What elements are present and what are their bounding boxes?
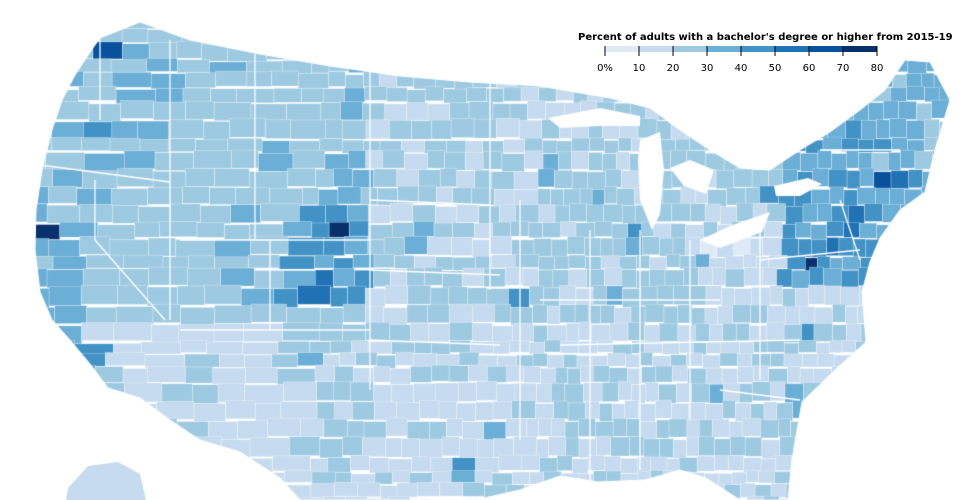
legend-swatch <box>707 46 741 52</box>
legend-tick-label: 70 <box>837 63 850 74</box>
legend-swatch <box>775 46 809 52</box>
legend-swatch <box>605 46 639 52</box>
legend-swatch <box>673 46 707 52</box>
legend-tick-label: 30 <box>701 63 714 74</box>
legend-swatch <box>639 46 673 52</box>
legend-tick-label: 20 <box>667 63 680 74</box>
legend-tick-label: 0% <box>597 63 613 74</box>
legend-swatch <box>843 46 877 52</box>
legend-tick-label: 40 <box>735 63 748 74</box>
color-legend: 0% 10 20 30 40 50 60 70 80 Percent of adults wit… <box>574 30 953 74</box>
legend-tick-label: 60 <box>803 63 816 74</box>
legend-swatch <box>741 46 775 52</box>
legend-title: Percent of adults with a bachelor's degr… <box>578 32 953 43</box>
legend-tick-label: 10 <box>633 63 646 74</box>
legend-tick-label: 80 <box>871 63 884 74</box>
legend-scale: 0% 10 20 30 40 50 60 70 80 <box>597 46 884 74</box>
legend-tick-label: 50 <box>769 63 782 74</box>
legend-swatch <box>809 46 843 52</box>
